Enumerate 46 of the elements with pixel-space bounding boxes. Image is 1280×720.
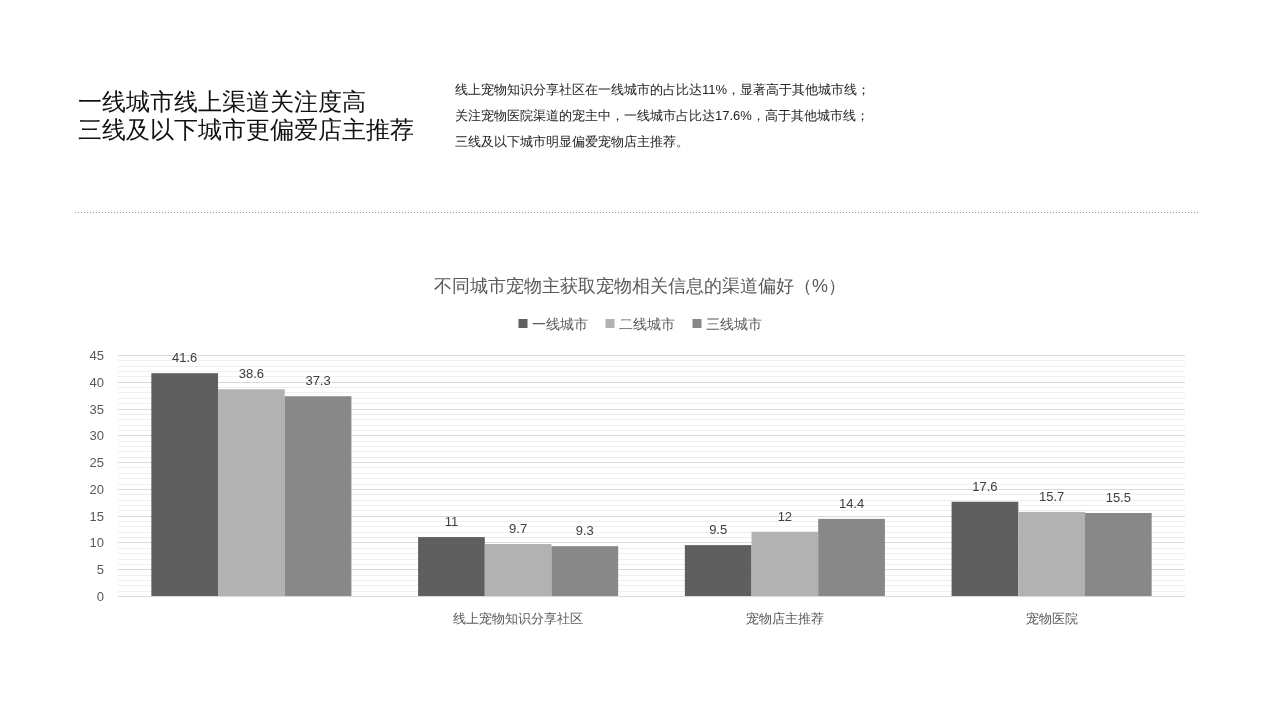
xtick: 宠物店主推荐 [745,611,824,626]
legend-label: 三线城市 [705,316,762,332]
bar [751,531,819,596]
title: 不同城市宠物主获取宠物相关信息的渠道偏好（%） [434,276,846,296]
bar [1018,511,1085,596]
bar [218,389,285,596]
annotation: 线上宠物知识分享社区在一线城市的占比达11%，显著高于其他城市线； [455,82,871,97]
bar [951,501,1019,596]
bar [551,546,619,596]
data-label: 11 [444,514,459,530]
xtick: 线上宠物知识分享社区 [453,611,584,626]
legend-label: 一线城市 [531,316,588,332]
bar [284,396,352,596]
ytick: 45 [89,348,104,363]
data-label: 38.6 [238,366,265,382]
bar [484,544,552,596]
annotation: 三线及以下城市更偏爱店主推荐 [78,116,414,143]
xtick: 宠物医院 [1025,611,1078,626]
ytick: 5 [96,562,104,577]
data-label: 17.6 [972,478,998,494]
ytick: 35 [89,402,104,417]
annotation: 关注宠物医院渠道的宠主中，一线城市占比达17.6%，高于其他城市线； [455,108,869,123]
data-label: 15.5 [1105,490,1131,505]
bar [418,537,485,596]
bar [151,373,219,596]
ytick: 30 [89,428,104,443]
data-label: 12 [777,508,793,524]
annotation: 一线城市线上渠道关注度高 [78,88,366,115]
ytick: 0 [96,589,104,604]
data-label: 9.3 [575,523,594,539]
annotation: 三线及以下城市明显偏爱宠物店主推荐。 [455,134,689,149]
data-label: 41.6 [172,350,198,366]
bar [1084,512,1152,596]
bar [818,518,885,596]
bar [684,545,752,596]
data-label: 37.3 [305,373,331,389]
ytick: 20 [89,482,104,497]
data-label: 15.7 [1038,488,1065,504]
ytick: 25 [89,455,104,470]
data-label: 9.7 [509,521,528,537]
legend-label: 二线城市 [618,316,675,332]
ytick: 40 [89,375,104,390]
ytick: 15 [89,509,104,524]
data-label: 14.4 [838,495,865,511]
ytick: 10 [89,535,104,550]
data-label: 9.5 [709,522,728,538]
